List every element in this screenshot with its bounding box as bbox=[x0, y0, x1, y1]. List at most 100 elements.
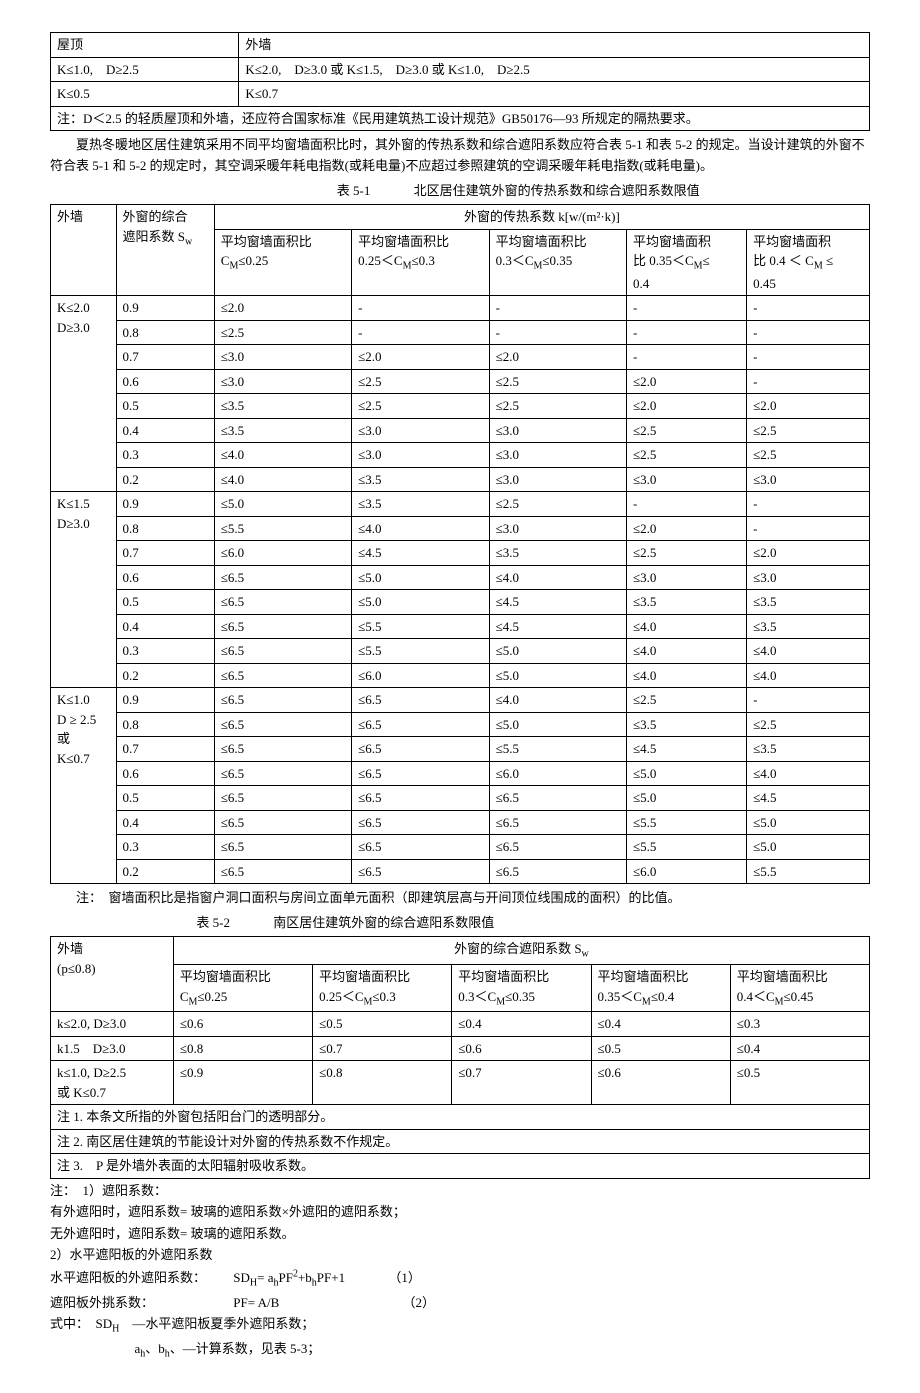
cell: ≤5.0 bbox=[489, 639, 626, 664]
cell: ≤6.0 bbox=[626, 859, 746, 884]
wall-group: K≤2.0D≥3.0 bbox=[51, 296, 117, 492]
cell: ≤4.0 bbox=[214, 467, 351, 492]
cell: K≤2.0, D≥3.0 或 K≤1.5, D≥3.0 或 K≤1.0, D≥2… bbox=[239, 57, 870, 82]
cell: - bbox=[352, 296, 489, 321]
cell: ≤2.5 bbox=[626, 541, 746, 566]
cell: ≤2.5 bbox=[352, 369, 489, 394]
cell: ≤5.5 bbox=[352, 639, 489, 664]
header-wall: 外墙 (p≤0.8) bbox=[51, 937, 174, 1012]
table-note: 注 2. 南区居住建筑的节能设计对外窗的传热系数不作规定。 bbox=[51, 1129, 870, 1154]
table-roof-wall: 屋顶 外墙 K≤1.0, D≥2.5 K≤2.0, D≥3.0 或 K≤1.5,… bbox=[50, 32, 870, 131]
cell: - bbox=[747, 492, 870, 517]
cell: ≤2.0 bbox=[626, 516, 746, 541]
cell: ≤6.5 bbox=[489, 786, 626, 811]
t: CM≤0.25 bbox=[180, 989, 227, 1004]
t: 比 0.35＜CM≤ bbox=[633, 253, 710, 268]
cell: ≤6.5 bbox=[214, 614, 351, 639]
cell: 0.5 bbox=[116, 786, 214, 811]
cell: ≤6.5 bbox=[214, 786, 351, 811]
cell: ≤0.4 bbox=[452, 1012, 591, 1037]
cell: - bbox=[747, 688, 870, 713]
t: 0.25＜CM≤0.3 bbox=[319, 989, 396, 1004]
cell: 0.8 bbox=[116, 712, 214, 737]
cell: ≤3.5 bbox=[626, 712, 746, 737]
cell: ≤2.5 bbox=[489, 369, 626, 394]
cell: ≤6.5 bbox=[352, 737, 489, 762]
cell: ≤5.0 bbox=[352, 590, 489, 615]
cell: 0.2 bbox=[116, 859, 214, 884]
cell: 0.7 bbox=[116, 541, 214, 566]
note-2: 2）水平遮阳板的外遮阳系数 bbox=[50, 1245, 870, 1265]
cell: - bbox=[747, 296, 870, 321]
cell: ≤2.5 bbox=[626, 688, 746, 713]
cell: ≤4.0 bbox=[747, 639, 870, 664]
cell: k≤1.0, D≥2.5或 K≤0.7 bbox=[51, 1061, 174, 1105]
cell: ≤6.5 bbox=[214, 737, 351, 762]
cell: ≤6.5 bbox=[352, 786, 489, 811]
cell: ≤4.0 bbox=[489, 565, 626, 590]
cell: ≤2.5 bbox=[489, 394, 626, 419]
cell: ≤5.0 bbox=[214, 492, 351, 517]
cell: ≤4.0 bbox=[489, 688, 626, 713]
cell: 0.9 bbox=[116, 688, 214, 713]
cell: ≤3.0 bbox=[214, 345, 351, 370]
cell: ≤6.5 bbox=[489, 859, 626, 884]
cell: ≤4.0 bbox=[626, 639, 746, 664]
cell: K≤1.0, D≥2.5 bbox=[51, 57, 239, 82]
cell: ≤6.0 bbox=[489, 761, 626, 786]
cell: ≤6.5 bbox=[352, 761, 489, 786]
cell: - bbox=[747, 320, 870, 345]
cell: ≤0.6 bbox=[591, 1061, 730, 1105]
cell: ≤2.5 bbox=[747, 443, 870, 468]
cell: ≤6.5 bbox=[214, 688, 351, 713]
cell: 0.9 bbox=[116, 492, 214, 517]
cell: ≤3.5 bbox=[747, 614, 870, 639]
cell: k1.5 D≥3.0 bbox=[51, 1036, 174, 1061]
cell: ≤3.5 bbox=[747, 590, 870, 615]
header-k: 外窗的传热系数 k[w/(m²·k)] bbox=[214, 205, 869, 230]
cell: ≤6.5 bbox=[352, 712, 489, 737]
cell: - bbox=[747, 369, 870, 394]
table-5-1: 外墙 外窗的综合 遮阳系数 Sw 外窗的传热系数 k[w/(m²·k)] 平均窗… bbox=[50, 204, 870, 884]
cell: 0.5 bbox=[116, 394, 214, 419]
cell: 0.6 bbox=[116, 761, 214, 786]
cell: ≤6.5 bbox=[214, 761, 351, 786]
cell: 屋顶 bbox=[51, 33, 239, 58]
cell: ≤5.5 bbox=[352, 614, 489, 639]
cell: ≤3.0 bbox=[489, 516, 626, 541]
header-sw: 外窗的综合遮阳系数 Sw bbox=[173, 937, 869, 965]
cell: ≤0.7 bbox=[313, 1036, 452, 1061]
cell: ≤6.5 bbox=[214, 639, 351, 664]
cell: ≤4.0 bbox=[214, 443, 351, 468]
cell: ≤5.5 bbox=[747, 859, 870, 884]
cell: - bbox=[747, 345, 870, 370]
cell: ≤6.5 bbox=[352, 688, 489, 713]
cell: ≤2.5 bbox=[626, 418, 746, 443]
cell: ≤0.3 bbox=[730, 1012, 869, 1037]
note-2b: 遮阳板外挑系数： PF= A/B （2） bbox=[50, 1293, 870, 1313]
cell: ≤6.5 bbox=[214, 565, 351, 590]
cell: ≤5.0 bbox=[489, 663, 626, 688]
note-table-5-1: 注： 窗墙面积比是指窗户洞口面积与房间立面单元面积（即建筑层高与开间顶位线围成的… bbox=[50, 888, 870, 909]
cell: ≤5.0 bbox=[352, 565, 489, 590]
cell: ≤0.4 bbox=[730, 1036, 869, 1061]
t: 遮阳系数 Sw bbox=[123, 229, 193, 244]
cell: ≤6.5 bbox=[214, 810, 351, 835]
cell: ≤4.0 bbox=[352, 516, 489, 541]
cell: ≤6.5 bbox=[489, 810, 626, 835]
cell: ≤4.5 bbox=[489, 590, 626, 615]
header-col: 平均窗墙面积比CM≤0.25 bbox=[173, 965, 312, 1012]
cell: ≤6.5 bbox=[214, 663, 351, 688]
cell: ≤3.5 bbox=[626, 590, 746, 615]
cell: ≤2.0 bbox=[626, 394, 746, 419]
table-caption-5-1: 表 5-1 北区居住建筑外窗的传热系数和综合遮阳系数限值 bbox=[50, 181, 870, 201]
cell: ≤3.0 bbox=[489, 467, 626, 492]
cell: ≤4.5 bbox=[747, 786, 870, 811]
cell: ≤6.5 bbox=[214, 859, 351, 884]
cell: - bbox=[626, 296, 746, 321]
cell: K≤0.7 bbox=[239, 82, 870, 107]
cell: ≤3.0 bbox=[747, 467, 870, 492]
cell: ≤5.0 bbox=[626, 786, 746, 811]
cell: 0.4 bbox=[116, 810, 214, 835]
cell: 0.7 bbox=[116, 345, 214, 370]
